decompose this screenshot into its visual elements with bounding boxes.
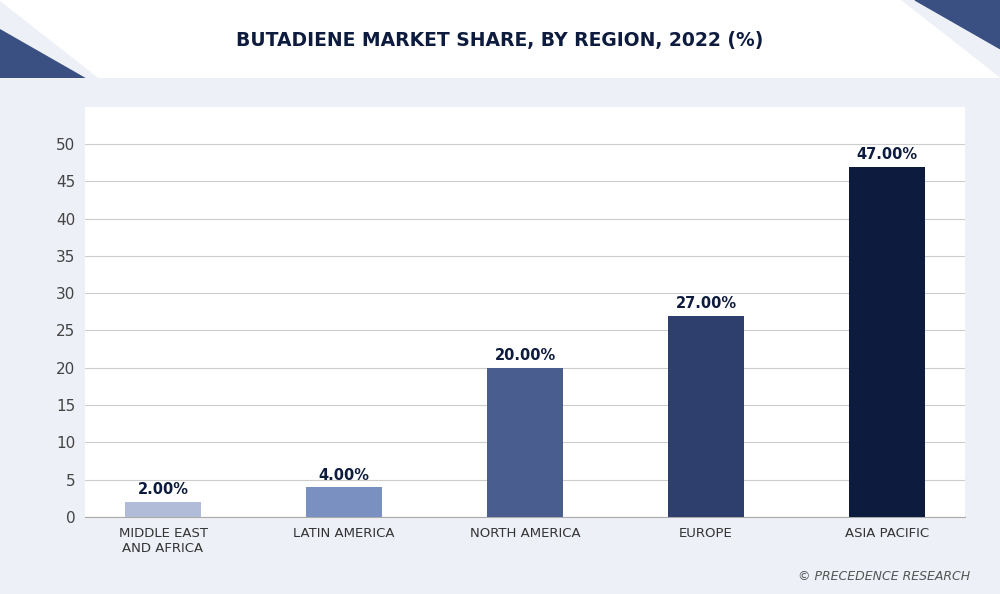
Text: © PRECEDENCE RESEARCH: © PRECEDENCE RESEARCH — [798, 570, 970, 583]
Text: 47.00%: 47.00% — [856, 147, 918, 162]
Polygon shape — [0, 0, 1000, 78]
Bar — [306, 487, 382, 517]
Text: 2.00%: 2.00% — [138, 482, 189, 497]
Bar — [125, 502, 201, 517]
Text: 27.00%: 27.00% — [675, 296, 737, 311]
Polygon shape — [915, 0, 1000, 49]
Bar — [668, 315, 744, 517]
Text: BUTADIENE MARKET SHARE, BY REGION, 2022 (%): BUTADIENE MARKET SHARE, BY REGION, 2022 … — [236, 31, 764, 50]
Polygon shape — [0, 30, 85, 78]
Bar — [849, 166, 925, 517]
Bar — [487, 368, 563, 517]
Text: 20.00%: 20.00% — [494, 348, 556, 364]
Text: 4.00%: 4.00% — [319, 467, 370, 482]
